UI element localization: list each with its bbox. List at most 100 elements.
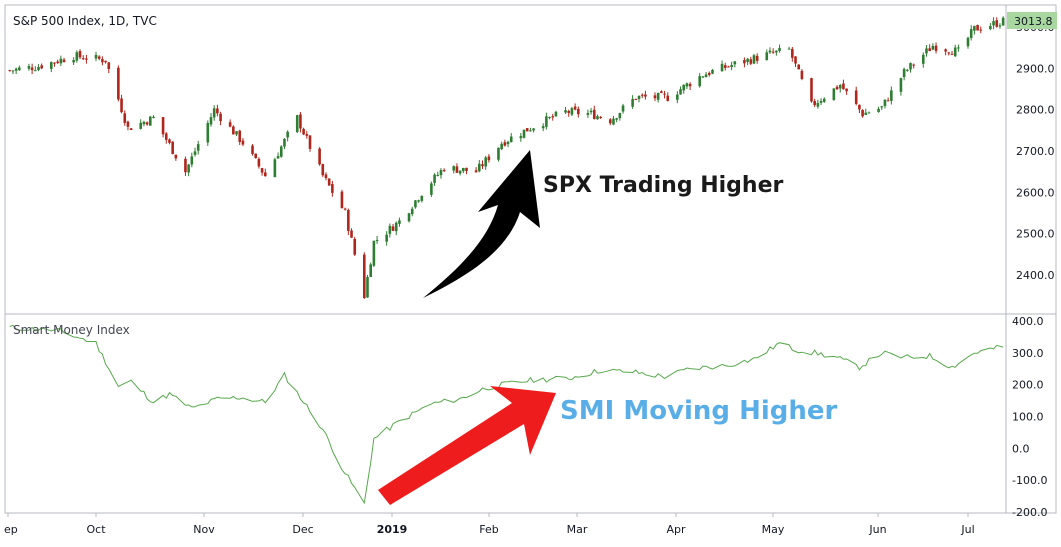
candle-body	[723, 65, 727, 68]
candle-body	[251, 145, 254, 154]
candle-body	[503, 142, 507, 146]
candle-body	[75, 52, 79, 61]
candle-body	[768, 50, 772, 53]
candle-body	[631, 98, 634, 107]
candle-body	[931, 45, 935, 50]
candle-body	[883, 99, 887, 106]
candle-body	[992, 21, 995, 26]
candle-body	[676, 94, 679, 100]
candle-body	[950, 53, 954, 55]
candle-body	[410, 208, 414, 215]
candle-body	[347, 209, 350, 231]
candle-body	[660, 91, 663, 93]
candle-body	[596, 116, 599, 120]
candle-body	[152, 116, 155, 118]
candle-body	[81, 58, 85, 60]
candle-body	[458, 170, 462, 174]
candle-body	[164, 133, 168, 140]
candle-body	[8, 70, 12, 72]
price-tick-label: 2800.0	[1016, 104, 1055, 117]
candle-body	[385, 234, 388, 242]
candle-body	[174, 154, 178, 159]
candle-body	[787, 48, 791, 50]
candle-body	[27, 66, 31, 69]
candle-body	[995, 20, 999, 27]
candle-body	[532, 128, 535, 131]
candle-body	[890, 90, 893, 101]
candle-body	[989, 26, 992, 30]
candle-body	[653, 95, 657, 99]
time-tick-label: Jun	[868, 523, 886, 536]
candle-body	[318, 148, 321, 165]
candle-body	[302, 128, 305, 135]
candle-body	[966, 37, 970, 47]
last-price-tag-bg	[1007, 12, 1057, 29]
candle-body	[235, 131, 238, 135]
candle-body	[149, 116, 152, 126]
candle-body	[366, 276, 369, 298]
candle-body	[477, 163, 481, 172]
candle-body	[707, 72, 711, 75]
price-pane	[8, 16, 1005, 299]
candle-body	[867, 112, 871, 114]
smi-annotation: SMI Moving Higher	[560, 396, 838, 426]
candle-body	[548, 117, 551, 119]
last-price-label: 3013.8	[1014, 15, 1053, 28]
candle-body	[688, 83, 692, 87]
candle-body	[899, 78, 903, 92]
candle-body	[196, 144, 200, 151]
candle-body	[30, 67, 34, 71]
spx-annotation: SPX Trading Higher	[543, 173, 784, 198]
candle-body	[263, 172, 267, 177]
candle-body	[886, 100, 890, 102]
candle-body	[97, 56, 101, 59]
candle-body	[295, 115, 299, 133]
candle-body	[123, 113, 127, 123]
candle-body	[864, 112, 868, 115]
candle-body	[232, 126, 235, 135]
candle-body	[778, 47, 781, 51]
candle-body	[682, 84, 686, 91]
candle-body	[599, 116, 602, 119]
candle-body	[104, 60, 107, 63]
candle-body	[433, 174, 436, 183]
candle-body	[94, 54, 98, 59]
candle-body	[861, 109, 864, 117]
time-tick-label: May	[762, 523, 785, 536]
candle-body	[998, 25, 1002, 27]
candle-body	[350, 230, 353, 238]
time-tick-label: Feb	[479, 523, 498, 536]
candle-body	[701, 76, 705, 78]
candle-body	[308, 135, 312, 149]
candle-body	[928, 48, 931, 52]
candle-body	[679, 89, 682, 95]
candle-body	[168, 139, 171, 143]
candle-body	[921, 54, 925, 64]
candle-body	[685, 83, 689, 87]
price-tick-label: 2400.0	[1016, 269, 1055, 282]
candle-body	[53, 62, 56, 64]
candle-body	[570, 108, 574, 115]
candle-body	[519, 136, 523, 139]
candle-body	[331, 184, 334, 193]
smi-axis: -200.0 -100.0 0.0 100.0 200.0 300.0 400.0	[1012, 315, 1047, 519]
smi-tick-label: 0.0	[1012, 442, 1030, 455]
candle-body	[813, 101, 816, 106]
candle-body	[375, 239, 379, 241]
candle-body	[184, 158, 187, 173]
candle-body	[241, 140, 245, 145]
candle-body	[254, 153, 258, 159]
price-tick-label: 2900.0	[1016, 62, 1055, 75]
candle-body	[18, 67, 21, 71]
smi-tick-label: -100.0	[1012, 474, 1047, 487]
candle-body	[161, 117, 165, 135]
candle-body	[608, 119, 612, 124]
candle-body	[120, 98, 123, 113]
chart-title: S&P 500 Index, 1D, TVC	[13, 14, 157, 28]
candle-body	[206, 123, 210, 143]
candle-body	[324, 174, 328, 179]
candle-body	[749, 59, 753, 64]
candle-body	[637, 96, 641, 100]
candle-body	[612, 118, 615, 125]
